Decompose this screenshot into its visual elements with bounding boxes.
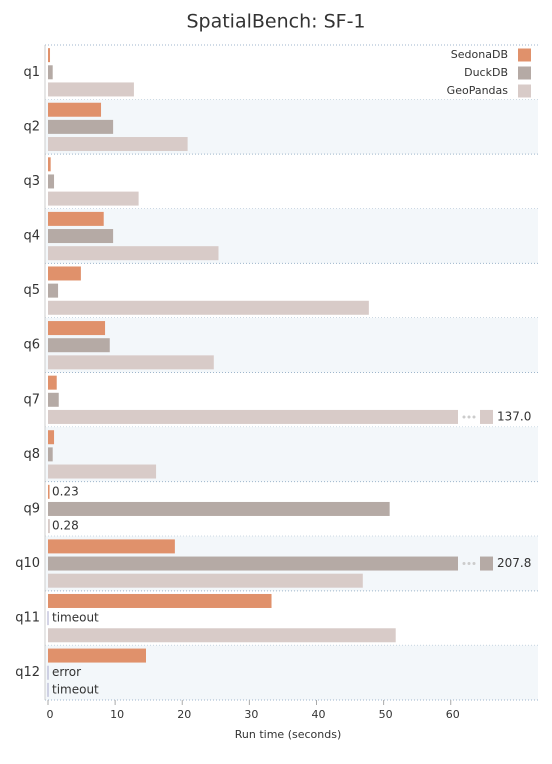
value-label: 0.28 bbox=[52, 519, 79, 533]
break-dot bbox=[472, 562, 476, 566]
bar bbox=[48, 447, 53, 462]
category-label: q1 bbox=[23, 65, 40, 80]
x-tick-label: 10 bbox=[110, 708, 124, 721]
x-tick-label: 40 bbox=[311, 708, 325, 721]
bar bbox=[48, 246, 219, 261]
category-label: q8 bbox=[23, 447, 40, 462]
category-label: q12 bbox=[15, 665, 40, 680]
legend-label: DuckDB bbox=[464, 66, 508, 79]
bar bbox=[48, 211, 104, 226]
value-label: timeout bbox=[52, 611, 99, 625]
category-label: q6 bbox=[23, 338, 40, 353]
bar bbox=[48, 355, 214, 370]
value-label: 0.23 bbox=[52, 484, 79, 498]
bar bbox=[48, 464, 157, 479]
bar bbox=[48, 229, 114, 244]
bar bbox=[48, 283, 59, 298]
category-label: q7 bbox=[23, 392, 40, 407]
value-label: timeout bbox=[52, 682, 99, 696]
bar bbox=[48, 628, 396, 643]
x-tick-label: 30 bbox=[244, 708, 258, 721]
bar bbox=[48, 430, 55, 445]
break-dot bbox=[472, 415, 476, 419]
bar bbox=[48, 573, 363, 588]
value-label: 137.0 bbox=[497, 409, 531, 423]
bar bbox=[48, 375, 57, 390]
bar bbox=[48, 300, 369, 315]
break-dot bbox=[462, 415, 466, 419]
legend-swatch bbox=[518, 84, 531, 98]
category-label: q9 bbox=[23, 501, 40, 516]
break-marker bbox=[480, 409, 493, 424]
bar bbox=[48, 648, 146, 663]
break-dot bbox=[467, 415, 471, 419]
bar bbox=[48, 119, 114, 134]
value-label: 207.8 bbox=[497, 556, 531, 570]
bar bbox=[48, 157, 51, 172]
bar bbox=[48, 593, 272, 608]
legend-label: SedonaDB bbox=[451, 48, 508, 61]
chart-title: SpatialBench: SF-1 bbox=[186, 11, 365, 33]
category-label: q10 bbox=[15, 556, 40, 571]
legend-swatch bbox=[518, 66, 531, 80]
bar bbox=[48, 501, 390, 516]
bar bbox=[48, 191, 139, 206]
bar bbox=[48, 65, 53, 80]
category-label: q3 bbox=[23, 174, 40, 189]
bar bbox=[48, 392, 59, 407]
bar bbox=[48, 409, 458, 424]
bar bbox=[48, 519, 50, 534]
bar bbox=[48, 556, 458, 571]
category-label: q2 bbox=[23, 119, 40, 134]
x-tick-label: 20 bbox=[177, 708, 191, 721]
bar bbox=[48, 539, 175, 554]
break-dot bbox=[462, 562, 466, 566]
legend-label: GeoPandas bbox=[447, 84, 509, 97]
category-label: q5 bbox=[23, 283, 40, 298]
x-tick-label: 0 bbox=[47, 708, 54, 721]
break-marker bbox=[480, 556, 493, 571]
break-dot bbox=[467, 562, 471, 566]
x-axis-label: Run time (seconds) bbox=[235, 728, 341, 741]
category-label: q4 bbox=[23, 229, 40, 244]
bar bbox=[48, 82, 134, 97]
bar bbox=[48, 102, 102, 117]
bar bbox=[48, 137, 188, 152]
bar bbox=[48, 338, 110, 353]
bar bbox=[48, 174, 55, 189]
bar bbox=[48, 266, 81, 281]
value-label: error bbox=[52, 665, 81, 679]
category-label: q11 bbox=[15, 611, 40, 626]
bar bbox=[48, 321, 106, 336]
legend-swatch bbox=[518, 48, 531, 62]
bar bbox=[48, 48, 51, 63]
x-tick-label: 50 bbox=[379, 708, 393, 721]
x-tick-label: 60 bbox=[446, 708, 460, 721]
bar bbox=[48, 484, 50, 499]
